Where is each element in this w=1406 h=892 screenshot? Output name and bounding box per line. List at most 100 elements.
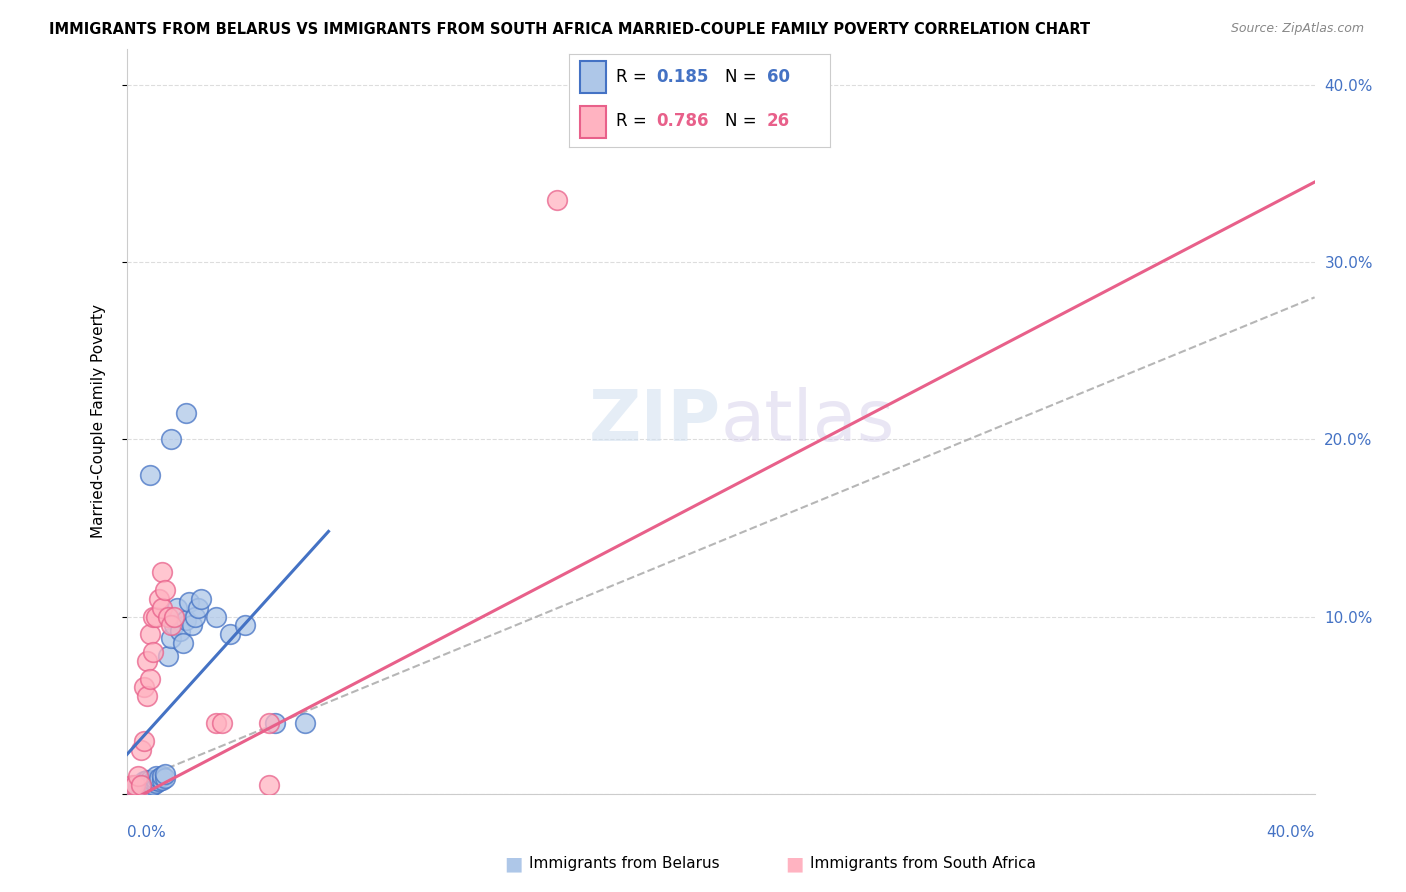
Point	[121, 785, 143, 799]
Point	[131, 778, 153, 792]
Point	[157, 609, 180, 624]
Text: ■: ■	[785, 854, 804, 873]
Point	[153, 767, 176, 781]
Point	[139, 467, 162, 482]
Point	[174, 406, 197, 420]
Point	[264, 715, 287, 730]
Point	[142, 645, 165, 659]
Text: IMMIGRANTS FROM BELARUS VS IMMIGRANTS FROM SOUTH AFRICA MARRIED-COUPLE FAMILY PO: IMMIGRANTS FROM BELARUS VS IMMIGRANTS FR…	[49, 22, 1090, 37]
Point	[136, 654, 159, 668]
Text: 26: 26	[768, 112, 790, 130]
Point	[118, 785, 141, 799]
Point	[131, 778, 153, 792]
Text: 0.185: 0.185	[657, 68, 709, 86]
Point	[187, 600, 209, 615]
Point	[134, 733, 156, 747]
Point	[219, 627, 242, 641]
Point	[294, 715, 316, 730]
Point	[124, 785, 146, 799]
Point	[150, 600, 173, 615]
Point	[160, 432, 183, 446]
Text: Immigrants from South Africa: Immigrants from South Africa	[810, 856, 1036, 871]
Point	[118, 783, 141, 797]
Text: ■: ■	[503, 854, 523, 873]
Point	[124, 781, 146, 796]
Point	[160, 618, 183, 632]
Point	[148, 771, 170, 785]
Point	[163, 609, 186, 624]
Point	[163, 618, 186, 632]
Point	[134, 681, 156, 695]
Text: 60: 60	[768, 68, 790, 86]
Point	[145, 769, 167, 783]
Point	[180, 618, 202, 632]
Point	[150, 772, 173, 787]
Point	[190, 591, 212, 606]
Point	[153, 771, 176, 785]
Point	[134, 781, 156, 796]
Point	[139, 627, 162, 641]
Point	[127, 780, 149, 794]
Text: 40.0%: 40.0%	[1267, 825, 1315, 839]
FancyBboxPatch shape	[579, 106, 606, 138]
Point	[124, 778, 146, 792]
Point	[127, 785, 149, 799]
Point	[121, 778, 143, 792]
Text: atlas: atlas	[720, 387, 896, 456]
Point	[145, 609, 167, 624]
Text: 0.0%: 0.0%	[127, 825, 166, 839]
Point	[204, 609, 226, 624]
Point	[157, 648, 180, 663]
Point	[153, 582, 176, 597]
Text: Source: ZipAtlas.com: Source: ZipAtlas.com	[1230, 22, 1364, 36]
FancyBboxPatch shape	[579, 61, 606, 93]
Point	[160, 631, 183, 645]
Point	[136, 690, 159, 704]
Point	[257, 715, 280, 730]
Point	[136, 780, 159, 794]
Y-axis label: Married-Couple Family Poverty: Married-Couple Family Poverty	[91, 304, 105, 539]
Point	[174, 613, 197, 627]
Point	[136, 776, 159, 790]
Point	[124, 783, 146, 797]
Point	[211, 715, 233, 730]
Point	[127, 781, 149, 796]
Point	[131, 780, 153, 794]
Point	[148, 591, 170, 606]
Point	[136, 772, 159, 787]
Point	[139, 772, 162, 787]
Text: R =: R =	[616, 112, 652, 130]
Text: N =: N =	[725, 112, 762, 130]
Point	[134, 783, 156, 797]
Point	[134, 774, 156, 789]
Point	[121, 783, 143, 797]
Text: Immigrants from Belarus: Immigrants from Belarus	[529, 856, 720, 871]
Point	[145, 772, 167, 787]
Point	[139, 672, 162, 686]
Point	[166, 600, 188, 615]
Point	[184, 609, 207, 624]
Point	[148, 774, 170, 789]
Point	[134, 778, 156, 792]
Point	[127, 769, 149, 783]
Point	[142, 609, 165, 624]
Point	[118, 781, 141, 796]
Point	[139, 776, 162, 790]
Point	[145, 776, 167, 790]
Point	[150, 565, 173, 579]
Text: 0.786: 0.786	[657, 112, 709, 130]
Point	[121, 780, 143, 794]
Point	[131, 783, 153, 797]
Point	[177, 595, 200, 609]
Text: N =: N =	[725, 68, 762, 86]
Point	[124, 778, 146, 792]
Point	[233, 618, 256, 632]
Point	[150, 769, 173, 783]
Text: R =: R =	[616, 68, 652, 86]
Point	[172, 636, 194, 650]
Point	[257, 778, 280, 792]
Point	[131, 742, 153, 756]
Text: ZIP: ZIP	[588, 387, 720, 456]
Point	[546, 193, 568, 207]
Point	[204, 715, 226, 730]
